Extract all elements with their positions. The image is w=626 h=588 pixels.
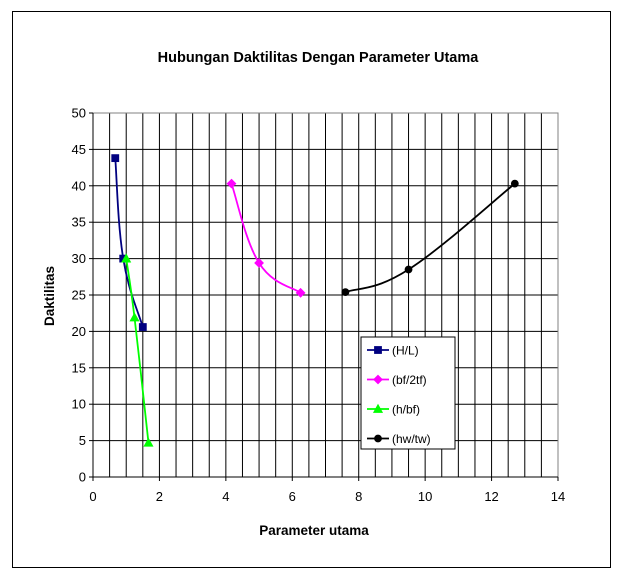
legend-item: (hw/tw) <box>367 432 431 446</box>
y-tick-label: 35 <box>72 215 86 230</box>
legend-label: (hw/tw) <box>392 432 431 446</box>
y-tick-label: 20 <box>72 324 86 339</box>
data-point <box>295 287 306 298</box>
x-axis-title: Parameter utama <box>259 523 369 538</box>
x-tick-label: 12 <box>484 489 498 504</box>
series-line <box>114 158 144 328</box>
legend-marker <box>373 374 383 385</box>
data-point <box>341 288 350 296</box>
legend-item: (h/bf) <box>367 403 420 417</box>
legend-marker <box>374 346 382 354</box>
chart-title: Hubungan Daktilitas Dengan Parameter Uta… <box>158 50 480 66</box>
data-point <box>129 312 140 322</box>
legend-box <box>360 336 456 450</box>
series-h-l <box>111 154 147 331</box>
data-point <box>138 323 147 331</box>
series-line <box>230 183 302 294</box>
chart-frame <box>12 11 611 568</box>
data-point <box>510 179 519 188</box>
data-point <box>226 178 237 189</box>
tick-labels: 0 5 10 15 20 25 30 35 40 45 50 0 2 4 6 8 10 12 14 <box>72 106 566 505</box>
x-tick-label: 6 <box>289 489 296 504</box>
data-point <box>111 154 120 163</box>
legend-label: (H/L) <box>392 344 419 358</box>
y-tick-label: 0 <box>79 470 86 485</box>
x-tick-label: 0 <box>89 489 96 504</box>
legend-marker <box>374 434 382 443</box>
y-tick-label: 25 <box>72 288 86 303</box>
series-line <box>345 182 516 293</box>
series-line <box>125 258 150 443</box>
x-tick-label: 4 <box>222 489 229 504</box>
series <box>111 154 519 447</box>
y-tick-label: 10 <box>72 397 86 412</box>
y-axis-title: Daktilitas <box>42 266 57 326</box>
data-point <box>404 265 413 274</box>
data-point <box>254 258 264 268</box>
series-h-bf <box>121 253 154 447</box>
y-tick-label: 45 <box>72 142 86 157</box>
data-point <box>121 253 132 263</box>
legend-label: (h/bf) <box>392 403 420 417</box>
grid <box>93 112 559 477</box>
series-hw-tw <box>341 179 519 296</box>
legend-item: (bf/2tf) <box>367 373 427 387</box>
y-tick-label: 50 <box>72 106 86 121</box>
data-point <box>143 437 154 447</box>
legend: (H/L) (bf/2tf) (h/bf) (hw/tw) <box>360 336 456 450</box>
legend-marker <box>372 403 384 413</box>
x-tick-label: 14 <box>551 489 565 504</box>
axes <box>89 112 559 481</box>
legend-item: (H/L) <box>367 344 419 358</box>
y-tick-label: 5 <box>79 433 86 448</box>
y-tick-label: 30 <box>72 251 86 266</box>
y-tick-label: 15 <box>72 360 86 375</box>
series-bf-2tf <box>226 178 306 298</box>
legend-label: (bf/2tf) <box>392 373 427 387</box>
x-tick-label: 10 <box>418 489 432 504</box>
y-tick-label: 40 <box>72 178 86 193</box>
x-tick-label: 8 <box>355 489 362 504</box>
x-tick-label: 2 <box>156 489 163 504</box>
